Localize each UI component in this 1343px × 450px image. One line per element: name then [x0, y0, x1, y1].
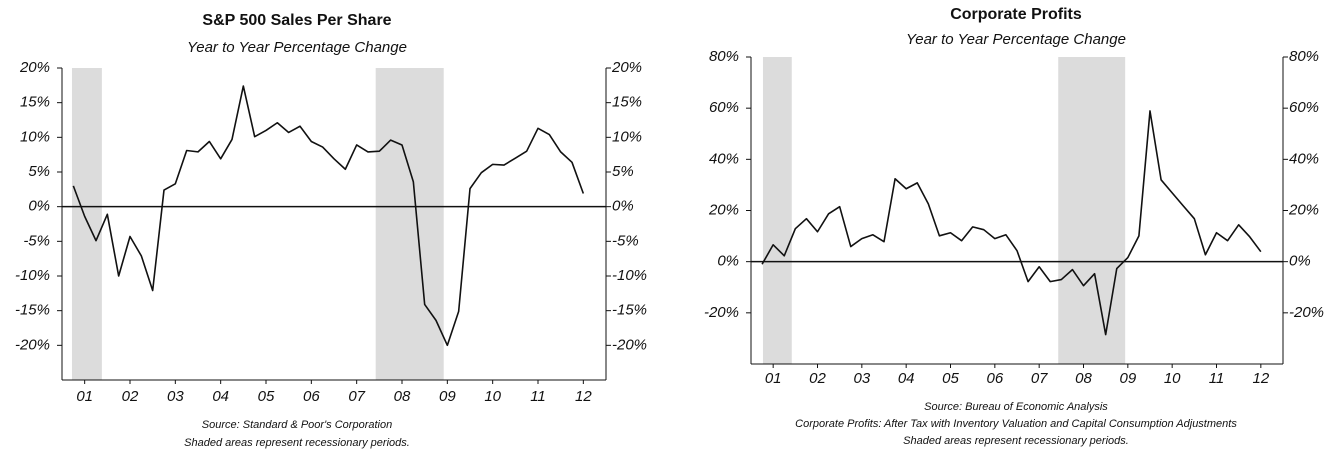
x-tick-label: 09 [439, 388, 456, 405]
y2-tick-label: -15% [612, 302, 647, 319]
x-tick-label: 10 [1164, 370, 1181, 387]
x-tick-label: 06 [303, 388, 320, 405]
x-tick-label: 08 [394, 388, 411, 405]
y2-tick-label: 0% [612, 198, 634, 215]
x-tick-label: 02 [809, 370, 826, 387]
y-tick-label: 20% [19, 59, 50, 76]
source-note: Source: Bureau of Economic Analysis [924, 401, 1108, 413]
recession-shade [762, 57, 792, 364]
x-tick-label: 08 [1075, 370, 1092, 387]
y-tick-label: -20% [15, 336, 50, 353]
y-tick-label: -20% [704, 304, 739, 321]
recession-shade [375, 68, 444, 380]
y2-tick-label: 60% [1289, 99, 1319, 116]
y2-tick-label: 10% [612, 128, 642, 145]
y2-tick-label: -20% [612, 336, 647, 353]
y2-tick-label: 20% [1288, 201, 1319, 218]
source-note: Source: Standard & Poor's Corporation [202, 419, 392, 431]
y2-tick-label: 0% [1289, 253, 1311, 270]
y2-tick-label: 40% [1289, 150, 1319, 167]
y-tick-label: 20% [708, 201, 739, 218]
x-tick-label: 01 [76, 388, 93, 405]
chart-title: S&P 500 Sales Per Share [202, 12, 391, 29]
chart-title: Corporate Profits [950, 6, 1082, 23]
y2-tick-label: 80% [1289, 48, 1319, 65]
recession-shade [71, 68, 102, 380]
y-tick-label: 40% [709, 150, 739, 167]
y2-tick-label: 5% [612, 163, 634, 180]
y2-tick-label: 15% [612, 94, 642, 111]
y2-tick-label: -10% [612, 267, 647, 284]
y-tick-label: 60% [709, 99, 739, 116]
y-tick-label: -5% [23, 232, 50, 249]
x-tick-label: 04 [898, 370, 915, 387]
x-tick-label: 07 [348, 388, 365, 405]
source-note: Corporate Profits: After Tax with Invent… [795, 418, 1237, 430]
chart-subtitle: Year to Year Percentage Change [187, 39, 407, 56]
y2-tick-label: -20% [1289, 304, 1324, 321]
y-tick-label: 0% [717, 253, 739, 270]
x-tick-label: 05 [258, 388, 275, 405]
x-tick-label: 01 [765, 370, 782, 387]
recession-shade [1058, 57, 1126, 364]
y-tick-label: 15% [20, 94, 50, 111]
x-tick-label: 04 [212, 388, 229, 405]
x-tick-label: 06 [986, 370, 1003, 387]
x-tick-label: 07 [1031, 370, 1048, 387]
x-tick-label: 11 [530, 388, 546, 405]
chart-subtitle: Year to Year Percentage Change [906, 31, 1126, 48]
y-tick-label: -15% [15, 302, 50, 319]
source-note: Shaded areas represent recessionary peri… [903, 435, 1129, 447]
y-tick-label: 10% [20, 128, 50, 145]
x-tick-label: 05 [942, 370, 959, 387]
line-series [72, 85, 585, 347]
x-tick-label: 09 [1119, 370, 1136, 387]
y-tick-label: -10% [15, 267, 50, 284]
x-tick-label: 11 [1209, 370, 1225, 387]
y2-tick-label: -5% [612, 232, 639, 249]
y2-tick-label: 20% [611, 59, 642, 76]
x-tick-label: 03 [853, 370, 870, 387]
source-note: Shaded areas represent recessionary peri… [184, 437, 410, 449]
y-tick-label: 80% [709, 48, 739, 65]
line-series [761, 110, 1262, 336]
x-tick-label: 12 [1252, 370, 1269, 387]
x-tick-label: 02 [122, 388, 139, 405]
x-tick-label: 10 [484, 388, 501, 405]
y-tick-label: 5% [28, 163, 50, 180]
x-tick-label: 03 [167, 388, 184, 405]
y-tick-label: 0% [28, 198, 50, 215]
x-tick-label: 12 [575, 388, 592, 405]
